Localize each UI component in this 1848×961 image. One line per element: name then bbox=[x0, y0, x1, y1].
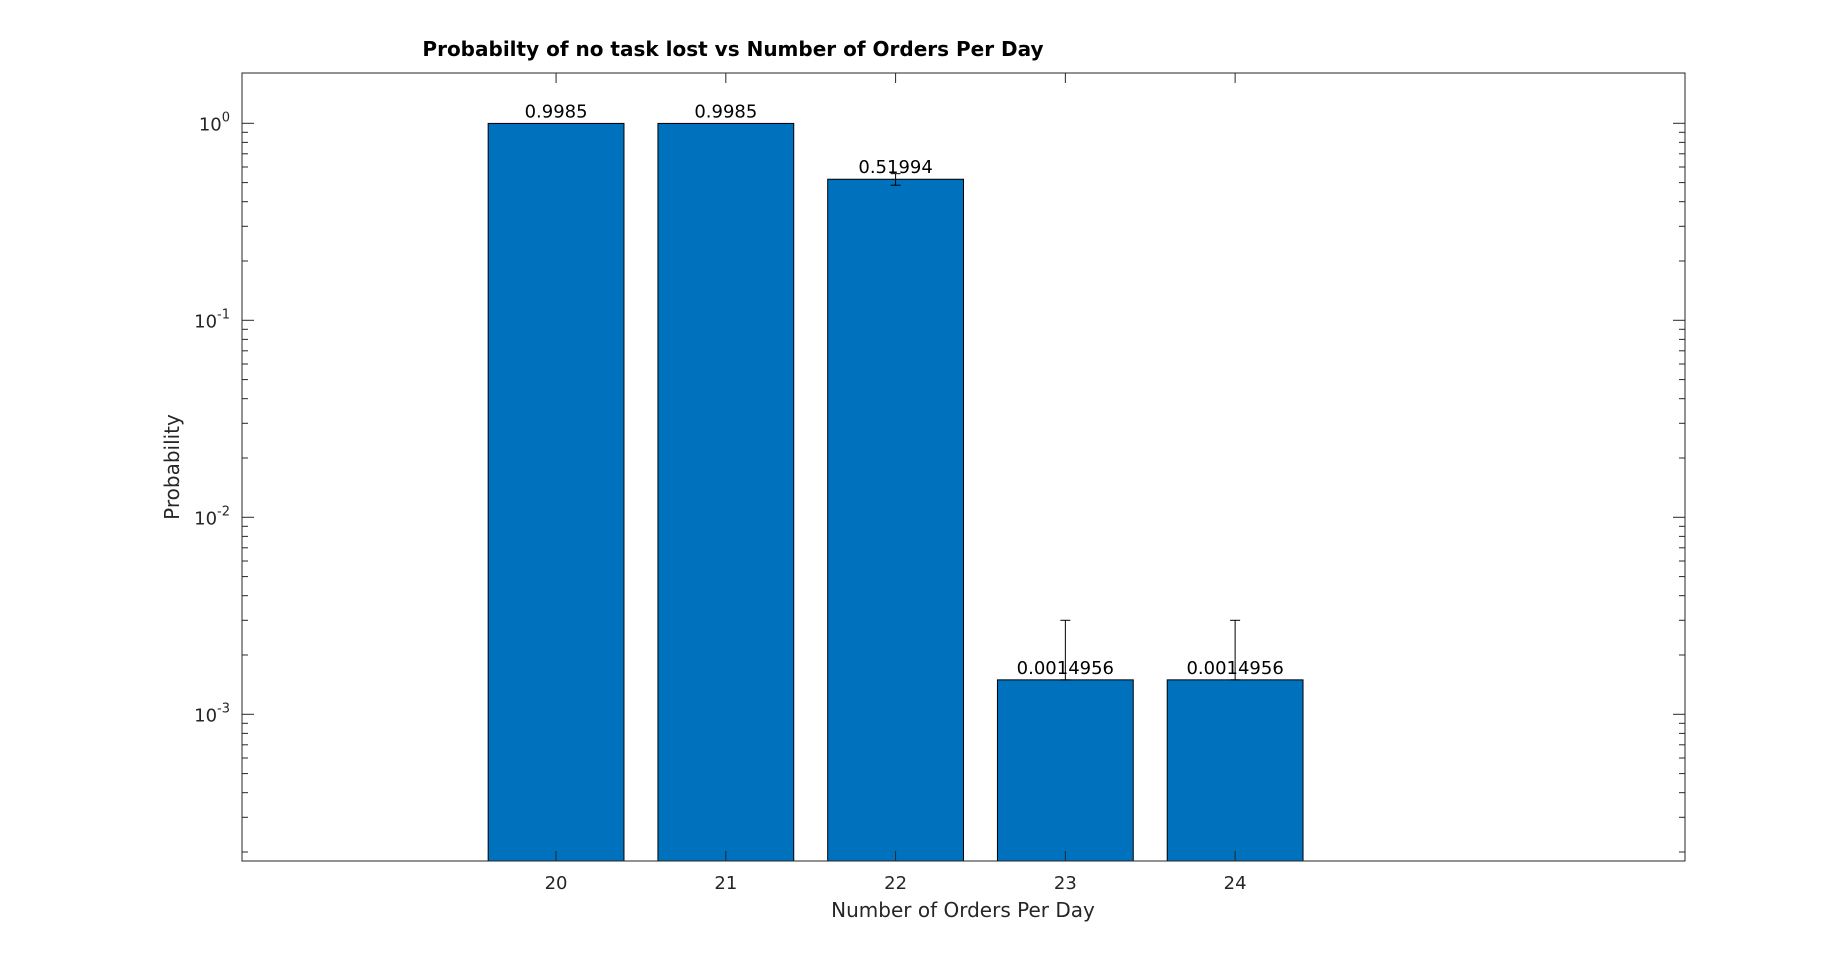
data-label-20: 0.9985 bbox=[525, 101, 588, 122]
error-bars-group bbox=[890, 173, 1241, 681]
x-tick-label-21: 21 bbox=[714, 873, 737, 894]
y-tick-label-0: 10-3 bbox=[194, 701, 230, 726]
data-labels-group: 0.9985 0.9985 0.51994 0.0014956 0.0014956 bbox=[525, 101, 1284, 678]
x-tick-label-20: 20 bbox=[545, 873, 568, 894]
data-label-21: 0.9985 bbox=[694, 101, 757, 122]
error-bar-23 bbox=[1060, 619, 1071, 681]
bars-group bbox=[487, 122, 1304, 862]
chart-title: Probabilty of no task lost vs Number of … bbox=[422, 37, 1043, 61]
bar-21 bbox=[657, 122, 795, 862]
y-ticks-group: 10-3 10-2 10-1 100 bbox=[194, 110, 1685, 853]
x-tick-label-22: 22 bbox=[884, 873, 907, 894]
data-label-23: 0.0014956 bbox=[1017, 658, 1114, 679]
y-axis-label: Probability bbox=[160, 414, 184, 520]
x-ticks-group: 20 21 22 23 24 bbox=[545, 73, 1247, 894]
bar-22 bbox=[827, 178, 964, 862]
y-tick-label-1: 10-2 bbox=[194, 504, 230, 529]
bar-23 bbox=[996, 679, 1134, 862]
bar-20 bbox=[487, 122, 625, 862]
axes-box bbox=[241, 72, 1686, 862]
bar-24 bbox=[1166, 679, 1304, 862]
y-tick-label-2: 10-1 bbox=[194, 307, 230, 332]
x-tick-label-23: 23 bbox=[1054, 873, 1077, 894]
x-axis-label: Number of Orders Per Day bbox=[831, 898, 1095, 922]
data-label-22: 0.51994 bbox=[858, 157, 932, 178]
data-label-24: 0.0014956 bbox=[1186, 658, 1283, 679]
error-bar-22 bbox=[890, 173, 901, 186]
y-tick-label-3: 100 bbox=[199, 110, 230, 135]
x-tick-label-24: 24 bbox=[1224, 873, 1247, 894]
error-bar-24 bbox=[1230, 619, 1241, 681]
